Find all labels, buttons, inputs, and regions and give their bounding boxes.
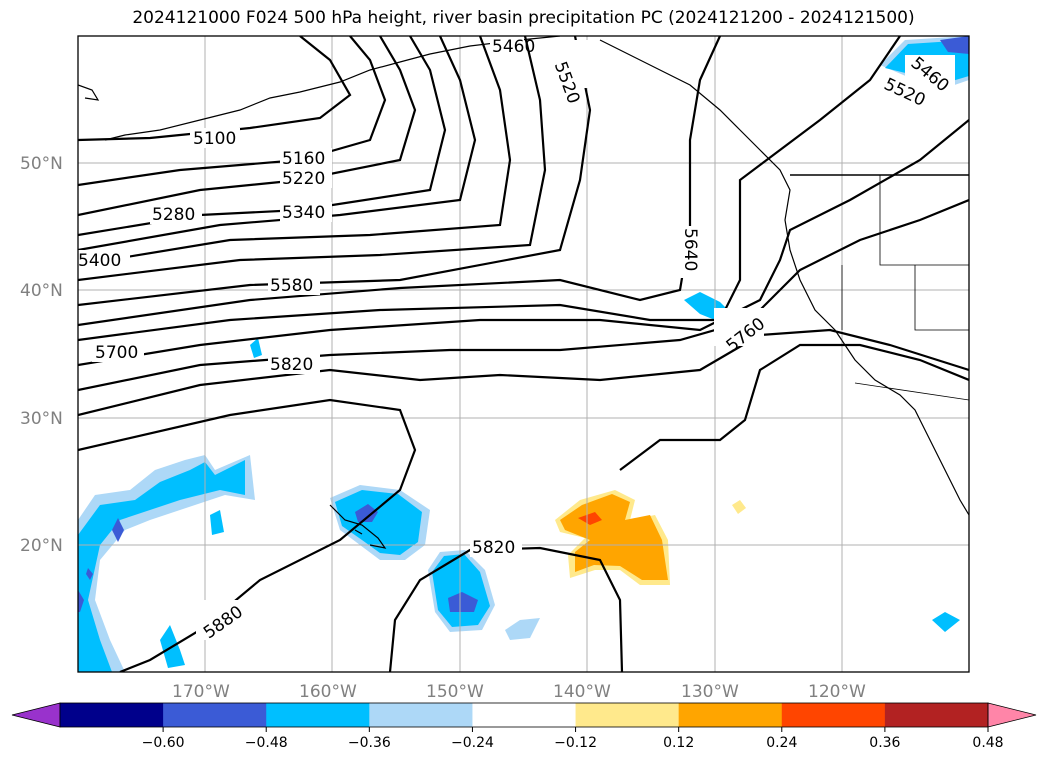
latitude-axis: 50°N 40°N 30°N 20°N (20, 154, 63, 556)
contour-label-5580: 5580 (270, 276, 313, 296)
lon-label-120w: 120°W (808, 682, 866, 702)
colorbar-cell (266, 703, 370, 727)
precip-area-west-mid (78, 460, 245, 672)
colorbar-border (59, 702, 989, 728)
contour-label-5700: 5700 (95, 343, 138, 363)
colorbar-tick-label: 0.12 (663, 735, 694, 751)
precip-area-south-dark (448, 592, 478, 612)
contour-5580 (78, 36, 722, 327)
precip-area-small-3 (250, 338, 262, 358)
precip-area-south-mid (432, 554, 490, 627)
map-frame (77, 35, 970, 673)
contour-labels: 5100 5160 5220 5280 5340 5400 5460 5520 … (78, 36, 955, 643)
lon-label-140w: 140°W (553, 682, 611, 702)
colorbar-cell (60, 703, 164, 727)
precip-area-west-dark-3 (86, 568, 93, 580)
colorbar-extend-high (987, 702, 1037, 728)
precip-area-west-dark-1 (112, 518, 124, 542)
contour-label-5280: 5280 (152, 205, 195, 225)
colorbar-cell (781, 703, 886, 727)
lon-label-170w: 170°W (172, 682, 230, 702)
colorbar-tick-label: 0.48 (972, 735, 1003, 751)
precip-area-hawaii-dark (355, 504, 378, 522)
contour-label-5820-south: 5820 (472, 538, 515, 558)
contour-label-5460-top: 5460 (492, 37, 535, 57)
colorbar-tick-label: 0.24 (766, 735, 797, 751)
contour-5640 (78, 36, 901, 342)
colorbar-tick-label: −0.36 (348, 735, 391, 751)
colorbar-tick-label: 0.36 (869, 735, 900, 751)
colorbar-cell (472, 703, 577, 727)
contour-label-5100: 5100 (193, 129, 236, 149)
precip-area-far-southeast (932, 612, 960, 632)
lat-label-50n: 50°N (20, 154, 63, 174)
us-state-lines (841, 175, 969, 401)
contour-5220 (78, 36, 417, 217)
chart-title: 2024121000 F024 500 hPa height, river ba… (132, 8, 915, 28)
colorbar-cell (575, 703, 680, 727)
lon-label-130w: 130°W (681, 682, 739, 702)
contour-5160 (78, 36, 387, 187)
contour-5340 (78, 36, 477, 252)
precip-area-hawaii-mid (335, 490, 422, 555)
lat-label-30n: 30°N (20, 409, 63, 429)
contour-5820 (78, 328, 969, 417)
north-america-coast (599, 39, 969, 516)
contour-5100 (78, 36, 352, 142)
colorbar-cell (163, 703, 267, 727)
colorbar-cell (369, 703, 473, 727)
contour-label-5640: 5640 (680, 228, 700, 271)
precip-area-small-1 (210, 510, 224, 535)
contour-5880 (78, 398, 417, 672)
contour-5820-east (619, 343, 969, 471)
precip-area-pos-small (732, 500, 746, 514)
hawaii-islands (329, 504, 387, 549)
contour-label-5820: 5820 (270, 355, 313, 375)
precip-area-west-dark-2 (78, 590, 84, 612)
colorbar-tick-label: −0.12 (554, 735, 597, 751)
colorbar-tick-label: −0.24 (451, 735, 494, 751)
precip-shading (78, 36, 969, 672)
contour-label-5340: 5340 (282, 203, 325, 223)
colorbar-tick-label: −0.48 (245, 735, 288, 751)
contour-5460 (78, 36, 547, 282)
colorbar: −0.60 −0.48 −0.36 −0.24 −0.12 0.12 0.24 0.36 0.4… (11, 702, 1037, 751)
colorbar-tick-label: −0.60 (142, 735, 185, 751)
coastlines (78, 36, 969, 549)
lon-label-150w: 150°W (426, 682, 484, 702)
colorbar-cell (678, 703, 783, 727)
longitude-axis: 170°W 160°W 150°W 140°W 130°W 120°W (172, 682, 866, 702)
alaska-coast (78, 36, 561, 141)
precip-area-canada-dark (940, 36, 969, 54)
contour-label-5400: 5400 (78, 251, 121, 271)
lat-label-20n: 20°N (20, 536, 63, 556)
graticule (78, 36, 969, 672)
colorbar-cell (884, 703, 989, 727)
precip-area-small-4 (505, 618, 540, 640)
colorbar-extend-low (11, 702, 61, 728)
contour-5400 (78, 36, 512, 267)
lon-label-160w: 160°W (299, 682, 357, 702)
contour-label-5220: 5220 (282, 169, 325, 189)
contour-5520 (78, 36, 592, 307)
lat-label-40n: 40°N (20, 281, 63, 301)
precip-area-pos-strong (578, 512, 602, 525)
contour-label-5160: 5160 (282, 149, 325, 169)
